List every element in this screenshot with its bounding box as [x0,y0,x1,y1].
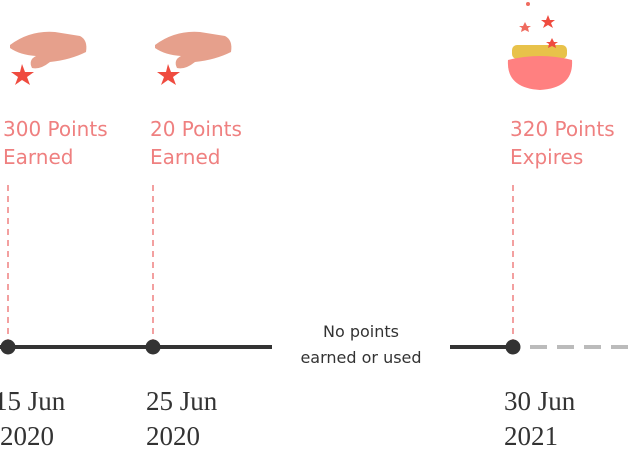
event-date: 2020 [0,421,54,451]
event-label: Expires [510,145,583,169]
event-label: 20 Points [150,117,242,141]
event-label: Earned [150,145,220,169]
event-label: 300 Points [3,117,108,141]
event-date: 15 Jun [0,386,66,416]
hand-icon [155,31,232,85]
purse-icon [507,2,573,90]
gap-note: earned or used [300,348,421,367]
event-date: 30 Jun [504,386,576,416]
event-date: 2021 [504,421,558,451]
event-date: 2020 [146,421,200,451]
event-date: 25 Jun [146,386,218,416]
event-label: Earned [3,145,73,169]
event-dot [505,339,521,355]
event-dot [145,339,161,355]
gap-note: No points [323,322,399,341]
event-label: 320 Points [510,117,615,141]
hand-icon [10,31,87,85]
event-dot [0,339,16,355]
